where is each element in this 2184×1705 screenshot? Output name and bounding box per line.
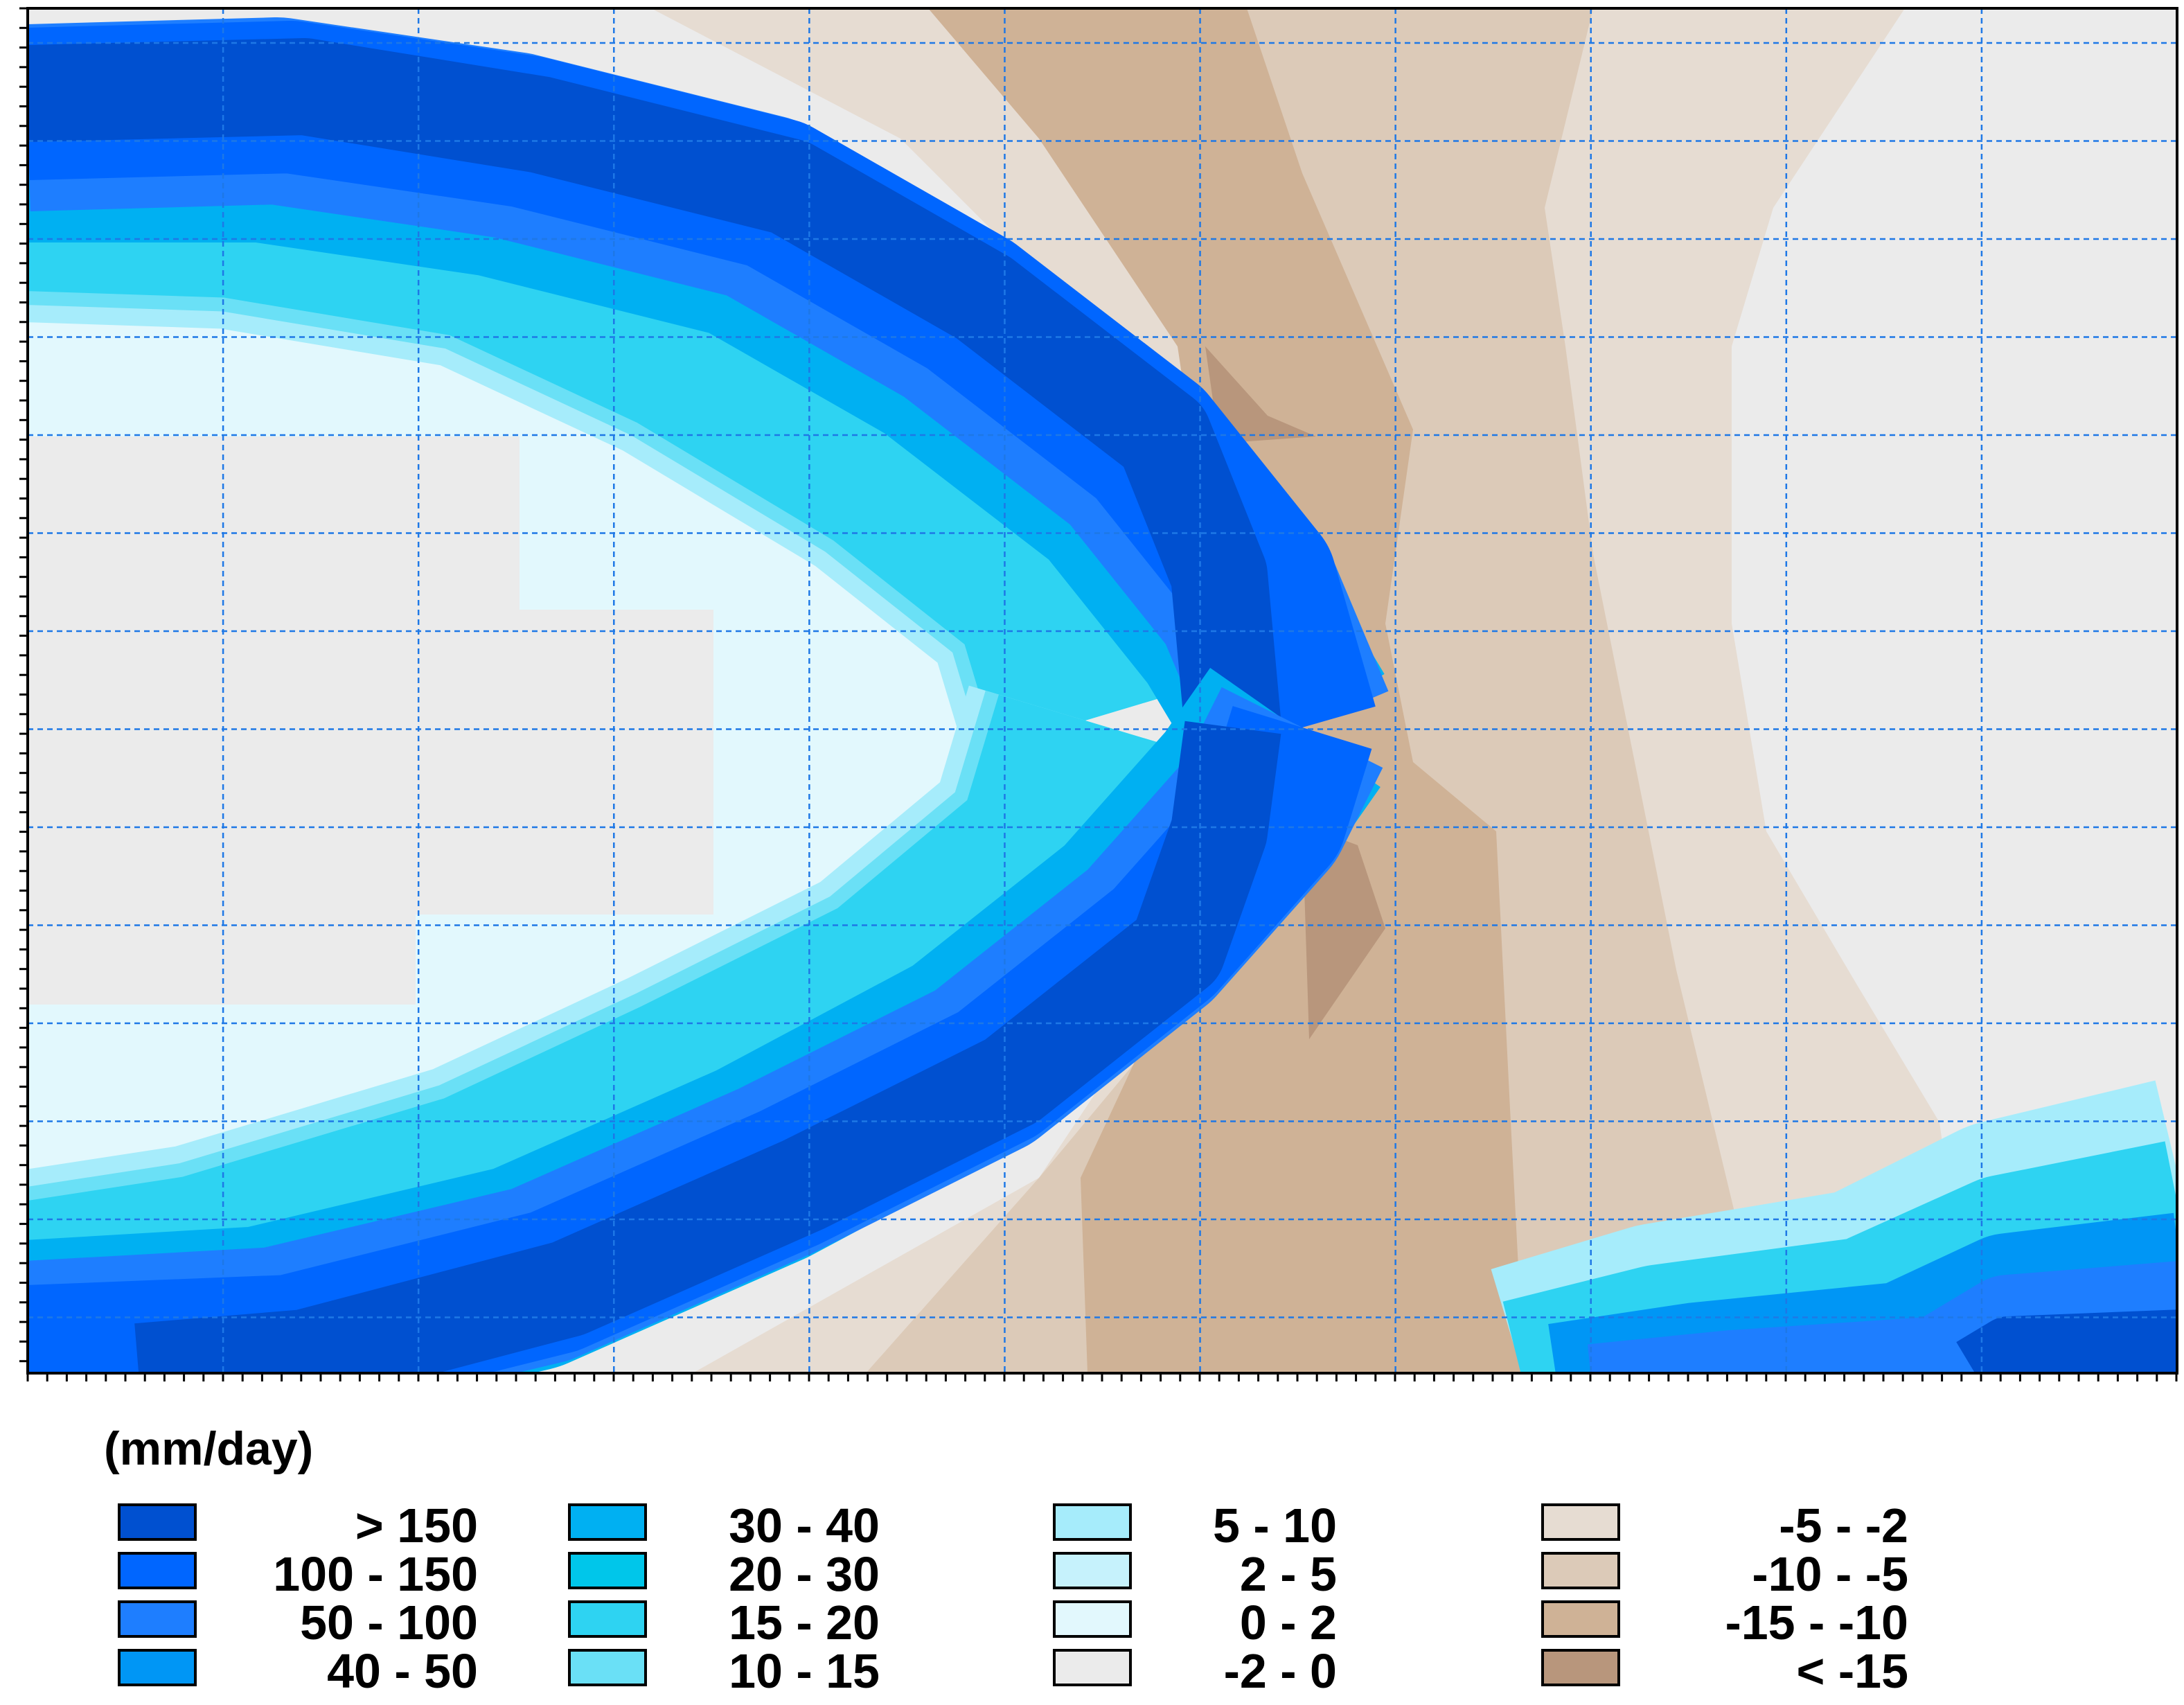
legend-swatch [1053, 1649, 1132, 1686]
legend-item: 20 - 30 [568, 1547, 880, 1601]
legend-item: 15 - 20 [568, 1596, 880, 1650]
legend-item: -15 - -10 [1541, 1596, 1908, 1650]
legend-item: 40 - 50 [118, 1644, 478, 1698]
legend-swatch [568, 1552, 647, 1589]
legend-label: -2 - 0 [1223, 1644, 1337, 1698]
legend-item: 50 - 100 [118, 1596, 478, 1650]
legend-item: > 150 [118, 1499, 478, 1553]
legend-swatch [118, 1552, 197, 1589]
legend-item: -5 - -2 [1541, 1499, 1908, 1553]
legend-item: 100 - 150 [118, 1547, 478, 1601]
axis-ticks [19, 7, 2178, 1381]
legend-label: 40 - 50 [327, 1644, 478, 1698]
legend-label: 30 - 40 [729, 1499, 880, 1553]
field-zone [1205, 346, 1316, 443]
legend-title: (mm/day) [104, 1422, 314, 1475]
field-zone [1302, 824, 1385, 1039]
legend-label: 50 - 100 [300, 1596, 478, 1650]
legend-item: 10 - 15 [568, 1644, 880, 1698]
legend-item: 2 - 5 [1053, 1547, 1337, 1601]
grid [28, 8, 2177, 1373]
upper-band [28, 17, 1389, 781]
legend-swatch [118, 1503, 197, 1541]
legend-swatch [1541, 1600, 1620, 1638]
legend-label: -5 - -2 [1779, 1499, 1908, 1553]
legend-label: 10 - 15 [729, 1644, 880, 1698]
legend-label: 15 - 20 [729, 1596, 880, 1650]
legend-label: 100 - 150 [273, 1547, 478, 1601]
legend-swatch [1053, 1503, 1132, 1541]
legend-swatch [568, 1600, 647, 1638]
legend-swatch [1053, 1600, 1132, 1638]
legend-item: -2 - 0 [1053, 1644, 1337, 1698]
legend-item: < -15 [1541, 1644, 1908, 1698]
heatmap-plot [19, 7, 2178, 1381]
legend-label: 0 - 2 [1239, 1596, 1337, 1650]
legend-item: -10 - -5 [1541, 1547, 1908, 1601]
legend-swatch [1053, 1552, 1132, 1589]
legend-label: 20 - 30 [729, 1547, 880, 1601]
legend-swatch [118, 1600, 197, 1638]
legend-swatch [118, 1649, 197, 1686]
legend-label: 2 - 5 [1239, 1547, 1337, 1601]
lower-band [28, 667, 1383, 1373]
legend-label: -15 - -10 [1725, 1596, 1908, 1650]
legend-item: 0 - 2 [1053, 1596, 1337, 1650]
legend-swatch [568, 1503, 647, 1541]
legend-label: 5 - 10 [1213, 1499, 1337, 1553]
legend-swatch [1541, 1503, 1620, 1541]
legend-swatch [1541, 1649, 1620, 1686]
legend-item: 5 - 10 [1053, 1499, 1337, 1553]
legend-label: -10 - -5 [1752, 1547, 1908, 1601]
legend-swatch [1541, 1552, 1620, 1589]
legend-label: > 150 [355, 1499, 478, 1553]
legend-label: < -15 [1796, 1644, 1909, 1698]
legend-item: 30 - 40 [568, 1499, 880, 1553]
legend-swatch [568, 1649, 647, 1686]
